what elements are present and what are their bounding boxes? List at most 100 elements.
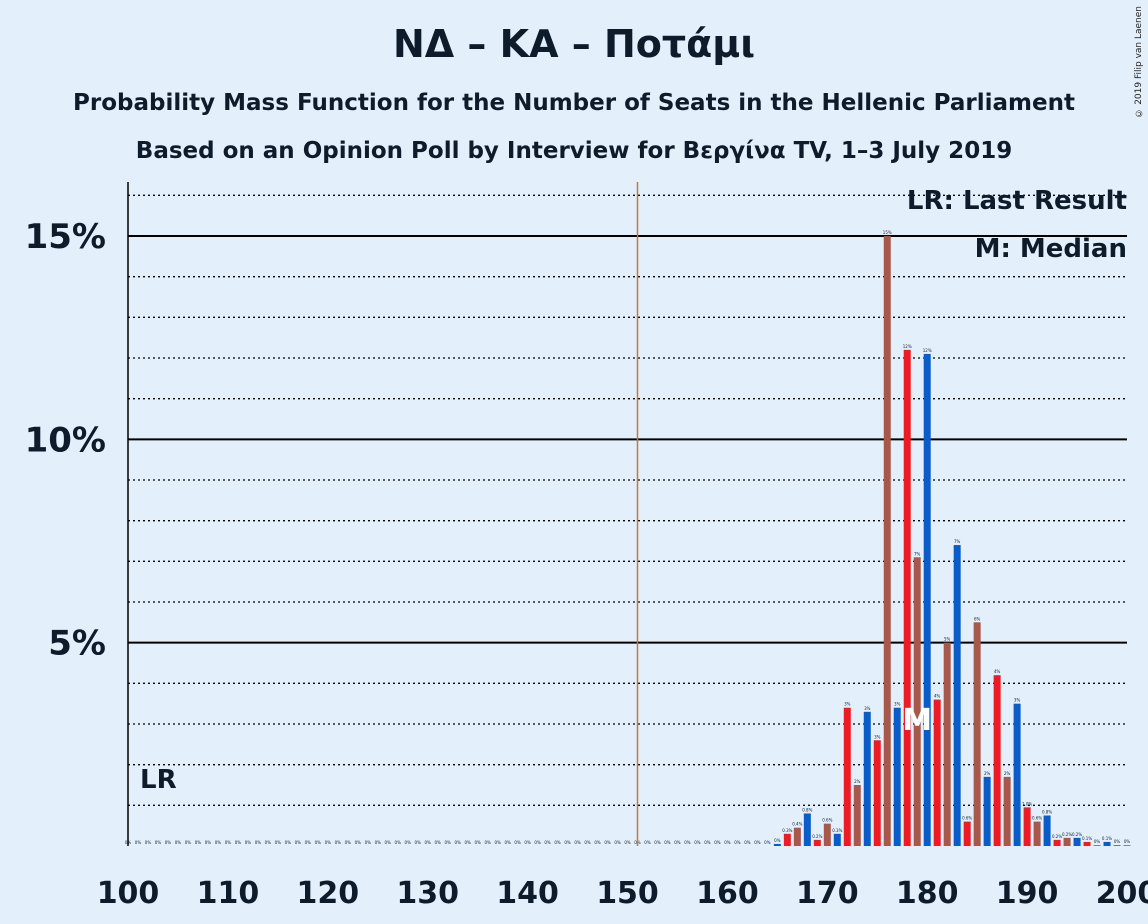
chart-subtitle: Probability Mass Function for the Number… — [73, 90, 1075, 116]
x-tick-label: 110 — [197, 876, 260, 911]
x-tick-label: 200 — [1096, 876, 1148, 911]
bar-value-label: 0% — [614, 840, 621, 845]
bar-value-label: 0% — [754, 840, 761, 845]
x-tick-label: 190 — [996, 876, 1059, 911]
seat-bar — [903, 349, 911, 846]
bar-value-label: 0% — [744, 840, 751, 845]
seat-bar — [893, 707, 901, 846]
seat-bar — [923, 353, 931, 846]
bar-value-label: 0% — [345, 840, 352, 845]
bar-value-label: 0% — [464, 840, 471, 845]
bar-value-label: 2% — [1004, 771, 1011, 776]
x-tick-label: 130 — [396, 876, 459, 911]
bar-value-label: 0% — [594, 840, 601, 845]
bar-value-label: 0% — [405, 840, 412, 845]
bar-value-label: 0% — [305, 840, 312, 845]
bar-value-label: 12% — [903, 344, 912, 349]
seat-bar — [783, 833, 791, 846]
bar-value-label: 0% — [195, 840, 202, 845]
bar-value-label: 0.2% — [1072, 832, 1082, 837]
bar-value-label: 0.6% — [962, 816, 972, 821]
seat-bar — [983, 776, 991, 846]
x-tick-label: 150 — [596, 876, 659, 911]
seat-bar — [1053, 839, 1061, 846]
bar-value-label: 0% — [235, 840, 242, 845]
bar-value-label: 0% — [215, 840, 222, 845]
seat-bar — [933, 699, 941, 846]
seat-bar — [823, 823, 831, 846]
last-result-marker: LR — [140, 765, 177, 795]
y-tick-label: 10% — [25, 420, 106, 460]
bar-value-label: 0% — [175, 840, 182, 845]
bar-value-label: 0% — [285, 840, 292, 845]
seat-bar — [1123, 845, 1131, 846]
bar-series — [773, 236, 1131, 846]
bar-value-label: 0% — [395, 840, 402, 845]
seat-bar — [863, 711, 871, 846]
bar-value-label: 0.2% — [812, 834, 822, 839]
axes: 5% 10% 15% 100 110 120 130 140 150 160 170 180 190 20… — [25, 182, 1148, 911]
bar-value-label: 0% — [415, 840, 422, 845]
seat-bar — [813, 839, 821, 846]
bar-value-label: 0% — [524, 840, 531, 845]
seat-bar — [1033, 821, 1041, 846]
seat-bar — [773, 843, 781, 846]
bar-value-label: 15% — [883, 230, 892, 235]
bar-value-label: 0% — [1114, 839, 1121, 844]
seat-bar — [1063, 837, 1071, 846]
bar-value-label: 3% — [874, 734, 881, 739]
x-tick-label: 120 — [296, 876, 359, 911]
x-tick-label: 160 — [696, 876, 759, 911]
bar-value-label: 0.1% — [1082, 836, 1092, 841]
bar-value-label: 4% — [934, 694, 941, 699]
bar-value-label: 0% — [624, 840, 631, 845]
bar-value-label: 0% — [365, 840, 372, 845]
x-tick-label: 140 — [496, 876, 559, 911]
seat-bar — [853, 785, 861, 846]
bar-value-label: 0% — [375, 840, 382, 845]
seat-bar — [963, 821, 971, 846]
bar-value-labels: 0% 0% 0% 0% 0% 0% 0% 0% 0% 0% 0% 0% 0% 0% 0% 0% 0% 0% 0% 0%… — [125, 230, 1131, 845]
legend-median: M: Median — [975, 234, 1127, 264]
bar-value-label: 0% — [445, 840, 452, 845]
bar-value-label: 0% — [714, 840, 721, 845]
bar-value-label: 0% — [584, 840, 591, 845]
x-tick-label: 170 — [796, 876, 859, 911]
seat-bar — [833, 833, 841, 846]
seat-bar — [973, 622, 981, 846]
bar-value-label: 0.2% — [1062, 832, 1072, 837]
bar-value-label: 0% — [1124, 839, 1131, 844]
bar-value-label: 0% — [425, 840, 432, 845]
bar-value-label: 0% — [764, 840, 771, 845]
bar-value-label: 0% — [644, 840, 651, 845]
bar-value-label: 0% — [494, 840, 501, 845]
bar-value-label: 2% — [854, 779, 861, 784]
chart-subtitle-poll: Based on an Opinion Poll by Interview fo… — [135, 138, 1013, 164]
bar-value-label: 0% — [145, 840, 152, 845]
seat-bar — [1093, 845, 1101, 846]
bar-value-label: 0.1% — [1102, 836, 1112, 841]
seat-bar — [883, 236, 891, 846]
bar-value-label: 0% — [704, 840, 711, 845]
bar-value-label: 0% — [275, 840, 282, 845]
bar-value-label: 0% — [554, 840, 561, 845]
seat-bar — [913, 557, 921, 846]
seat-bar — [1023, 807, 1031, 846]
bar-value-label: 0% — [385, 840, 392, 845]
bar-value-label: 5% — [944, 637, 951, 642]
seat-bar — [1103, 841, 1111, 846]
bar-value-label: 7% — [914, 551, 921, 556]
bar-value-label: 0% — [564, 840, 571, 845]
bar-value-label: 0% — [315, 840, 322, 845]
seat-bar — [943, 642, 951, 846]
bar-value-label: 0% — [664, 840, 671, 845]
bar-value-label: 0% — [544, 840, 551, 845]
bar-value-label: 0% — [514, 840, 521, 845]
seat-bar — [1113, 845, 1121, 846]
bar-value-label: 0% — [734, 840, 741, 845]
bar-value-label: 0% — [435, 840, 442, 845]
bar-value-label: 3% — [844, 702, 851, 707]
bar-value-label: 0% — [295, 840, 302, 845]
bar-value-label: 0% — [225, 840, 232, 845]
